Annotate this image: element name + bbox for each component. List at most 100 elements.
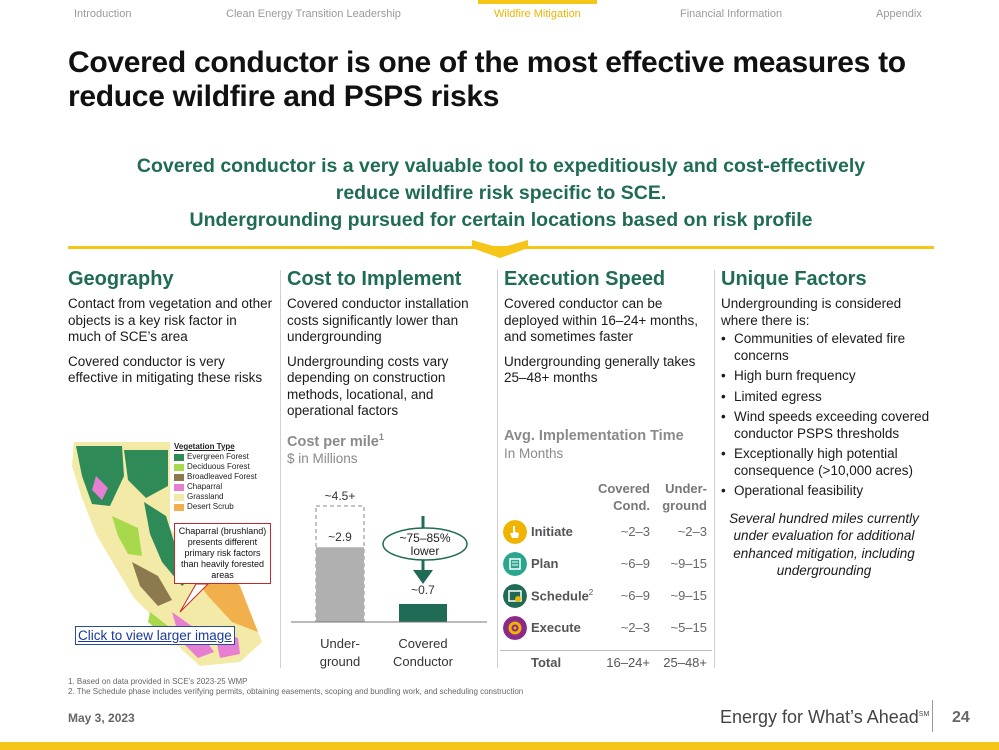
legend-title: Vegetation Type bbox=[174, 442, 235, 451]
table-total-row: Total 16–24+ 25–48+ bbox=[500, 650, 712, 672]
table-row: Schedule2 ~6–9 ~9–15 bbox=[500, 584, 712, 612]
banner-line-3: Undergrounding pursued for certain locat… bbox=[189, 209, 813, 231]
geography-text-2: Covered conductor is very effective in m… bbox=[68, 353, 263, 386]
table-row: Execute ~2–3 ~5–15 bbox=[500, 616, 712, 644]
execution-heading: Execution Speed bbox=[504, 268, 666, 290]
cost-unit: $ in Millions bbox=[287, 451, 358, 467]
data-label-underground: ~2.9 bbox=[328, 530, 352, 544]
column-divider bbox=[714, 270, 715, 668]
header-text: Covered bbox=[597, 481, 650, 496]
legend-label: Deciduous Forest bbox=[187, 462, 250, 471]
covered-value: ~2–3 bbox=[620, 524, 650, 539]
plan-icon bbox=[503, 552, 527, 576]
legend-swatch bbox=[174, 453, 184, 461]
execution-unit: In Months bbox=[504, 445, 564, 461]
row-label-text: Schedule bbox=[531, 588, 589, 604]
bottom-accent-bar bbox=[0, 742, 999, 750]
footnote-1: 1. Based on data provided in SCE’s 2023-… bbox=[68, 677, 248, 686]
execution-text-2: Undergrounding generally takes 25–48+ mo… bbox=[504, 353, 696, 386]
tab-introduction[interactable]: Introduction bbox=[74, 8, 132, 20]
california-vegetation-map[interactable] bbox=[62, 436, 280, 670]
legend-item: Grassland bbox=[174, 492, 270, 502]
reduction-annotation-line-1: ~75–85% bbox=[399, 531, 450, 545]
row-label: Plan bbox=[531, 556, 559, 571]
table-row: Initiate ~2–3 ~2–3 bbox=[500, 520, 712, 548]
bar-covered-conductor bbox=[399, 603, 447, 622]
vegetation-legend: Vegetation Type Evergreen Forest Deciduo… bbox=[172, 441, 272, 513]
cost-text-2: Undergrounding costs vary depending on c… bbox=[287, 353, 449, 419]
tab-wildfire-mitigation[interactable]: Wildfire Mitigation bbox=[478, 0, 597, 24]
column-header-covered: Covered Cond. bbox=[598, 480, 650, 514]
chevron-down-icon bbox=[472, 240, 528, 258]
legend-label: Grassland bbox=[187, 492, 224, 501]
service-mark: SM bbox=[918, 711, 930, 718]
range-label: ~4.5+ bbox=[325, 489, 356, 503]
covered-value: ~6–9 bbox=[620, 556, 650, 571]
legend-label: Desert Scrub bbox=[187, 502, 234, 511]
footer-separator bbox=[932, 700, 933, 732]
list-item: Limited egress bbox=[721, 389, 936, 406]
unique-factors-column: Unique Factors Undergrounding is conside… bbox=[721, 266, 936, 580]
list-item: Wind speeds exceeding covered conductor … bbox=[721, 409, 936, 442]
total-covered-value: 16–24+ bbox=[606, 655, 650, 670]
list-item: High burn frequency bbox=[721, 368, 936, 385]
tab-clean-energy[interactable]: Clean Energy Transition Leadership bbox=[226, 8, 401, 20]
legend-item: Evergreen Forest bbox=[174, 452, 270, 462]
data-label-covered-conductor: ~0.7 bbox=[411, 583, 435, 597]
total-label: Total bbox=[531, 655, 562, 670]
category-label-underground: ground bbox=[320, 654, 360, 669]
gear-icon bbox=[503, 616, 527, 640]
header-text: ground bbox=[662, 498, 707, 513]
legend-item: Desert Scrub bbox=[174, 502, 270, 512]
top-navigation: Introduction Clean Energy Transition Lea… bbox=[0, 0, 999, 24]
footnote-marker: 1 bbox=[378, 431, 384, 442]
cost-text-1: Covered conductor installation costs sig… bbox=[287, 296, 469, 344]
legend-swatch bbox=[174, 473, 184, 481]
list-item: Exceptionally high potential consequence… bbox=[721, 446, 936, 479]
underground-value: ~5–15 bbox=[670, 620, 707, 635]
category-label-underground: Under- bbox=[320, 636, 360, 651]
header-text: Cond. bbox=[613, 498, 650, 513]
header-text: Under- bbox=[665, 481, 707, 496]
legend-item: Deciduous Forest bbox=[174, 462, 270, 472]
legend-label: Broadleaved Forest bbox=[187, 472, 257, 481]
row-label: Initiate bbox=[531, 524, 573, 539]
callout-pointer bbox=[179, 584, 209, 613]
brand-text: Energy for What’s Ahead bbox=[720, 707, 919, 727]
list-item: Operational feasibility bbox=[721, 483, 936, 500]
geography-column: Geography Contact from vegetation and ot… bbox=[68, 266, 273, 395]
arrowhead-icon bbox=[413, 569, 433, 584]
underground-value: ~9–15 bbox=[670, 556, 707, 571]
footer-brand: Energy for What’s AheadSM bbox=[720, 707, 929, 728]
cost-per-mile-chart: ~4.5+ ~2.9 ~0.7 ~75–85% lower Under- gro… bbox=[291, 489, 487, 669]
hand-pointer-icon bbox=[503, 520, 527, 544]
reduction-oval bbox=[382, 527, 468, 561]
view-larger-image-link[interactable]: Click to view larger image bbox=[75, 626, 235, 645]
execution-text-1: Covered conductor can be deployed within… bbox=[504, 296, 699, 344]
banner-line-1: Covered conductor is a very valuable too… bbox=[136, 155, 866, 177]
tab-appendix[interactable]: Appendix bbox=[876, 8, 922, 20]
legend-label: Chaparral bbox=[187, 482, 223, 491]
covered-value: ~2–3 bbox=[620, 620, 650, 635]
page-title: Covered conductor is one of the most eff… bbox=[68, 46, 906, 113]
cost-column: Cost to Implement Covered conductor inst… bbox=[287, 266, 492, 468]
legend-label: Evergreen Forest bbox=[187, 452, 249, 461]
table-row: Plan ~6–9 ~9–15 bbox=[500, 552, 712, 580]
execution-subhead: Avg. Implementation Time bbox=[504, 427, 684, 444]
legend-swatch bbox=[174, 483, 184, 491]
chaparral-callout: Chaparral (brushland) presents different… bbox=[174, 523, 271, 584]
legend-item: Chaparral bbox=[174, 482, 270, 492]
footnote-marker: 2 bbox=[588, 588, 594, 597]
bar-underground bbox=[316, 547, 364, 622]
legend-swatch bbox=[174, 493, 184, 501]
geography-heading: Geography bbox=[68, 268, 174, 290]
tab-financial-information[interactable]: Financial Information bbox=[680, 8, 783, 20]
banner-divider bbox=[68, 246, 934, 249]
page-number: 24 bbox=[952, 709, 970, 726]
evaluation-note: Several hundred miles currently under ev… bbox=[729, 510, 919, 579]
geography-text-1: Contact from vegetation and other object… bbox=[68, 296, 273, 344]
cost-subhead-text: Cost per mile bbox=[287, 433, 379, 450]
column-header-underground: Under- ground bbox=[662, 480, 707, 514]
row-label: Execute bbox=[531, 620, 581, 635]
legend-swatch bbox=[174, 503, 184, 511]
